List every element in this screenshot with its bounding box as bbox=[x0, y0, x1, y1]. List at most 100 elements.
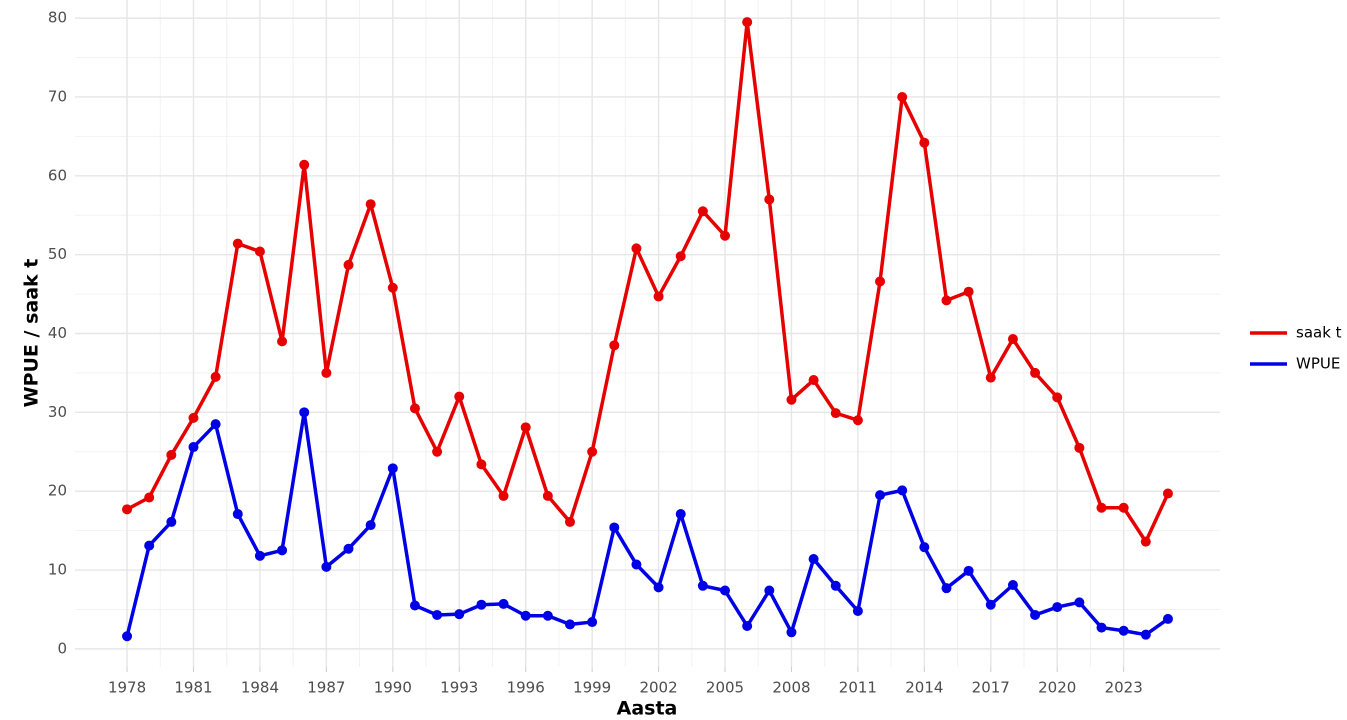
data-point bbox=[365, 520, 376, 531]
data-point bbox=[786, 394, 797, 405]
data-point bbox=[587, 617, 598, 628]
data-point bbox=[1096, 622, 1107, 633]
data-point bbox=[1007, 334, 1018, 345]
x-tick-label: 2002 bbox=[639, 679, 677, 697]
y-tick-label: 0 bbox=[57, 639, 67, 657]
data-point bbox=[897, 485, 908, 496]
data-point bbox=[188, 412, 199, 423]
data-point bbox=[254, 550, 265, 561]
x-tick-label: 1984 bbox=[241, 679, 279, 697]
data-point bbox=[675, 251, 686, 262]
y-tick-label: 60 bbox=[48, 166, 67, 184]
data-point bbox=[697, 206, 708, 217]
data-point bbox=[166, 516, 177, 527]
data-point bbox=[254, 246, 265, 257]
data-point bbox=[764, 194, 775, 205]
data-point bbox=[808, 375, 819, 386]
data-point bbox=[1007, 580, 1018, 591]
data-point bbox=[454, 609, 465, 620]
x-tick-label: 1993 bbox=[440, 679, 478, 697]
data-point bbox=[808, 553, 819, 564]
data-point bbox=[1052, 602, 1063, 613]
data-point bbox=[852, 606, 863, 617]
x-tick-label: 2014 bbox=[905, 679, 943, 697]
data-point bbox=[653, 291, 664, 302]
y-tick-label: 40 bbox=[48, 324, 67, 342]
data-point bbox=[564, 516, 575, 527]
y-axis-title: WPUE / saak t bbox=[21, 259, 43, 408]
y-tick-label: 30 bbox=[48, 403, 67, 421]
data-point bbox=[476, 459, 487, 470]
data-point bbox=[1162, 613, 1173, 624]
data-point bbox=[277, 336, 288, 347]
data-point bbox=[963, 286, 974, 297]
data-point bbox=[897, 91, 908, 102]
data-point bbox=[343, 543, 354, 554]
data-point bbox=[963, 565, 974, 576]
data-point bbox=[1118, 625, 1129, 636]
data-point bbox=[609, 340, 620, 351]
data-point bbox=[520, 610, 531, 621]
data-point bbox=[830, 408, 841, 419]
data-point bbox=[941, 295, 952, 306]
data-point bbox=[919, 542, 930, 553]
data-point bbox=[432, 609, 443, 620]
data-point bbox=[631, 243, 642, 254]
data-point bbox=[387, 282, 398, 293]
data-point bbox=[476, 599, 487, 610]
data-point bbox=[875, 490, 886, 501]
y-tick-label: 20 bbox=[48, 482, 67, 500]
data-point bbox=[210, 371, 221, 382]
y-tick-label: 70 bbox=[48, 87, 67, 105]
data-point bbox=[542, 490, 553, 501]
data-point bbox=[1074, 597, 1085, 608]
x-tick-label: 1981 bbox=[174, 679, 212, 697]
data-point bbox=[542, 610, 553, 621]
x-tick-label: 1999 bbox=[573, 679, 611, 697]
data-point bbox=[432, 446, 443, 457]
data-point bbox=[387, 463, 398, 474]
x-tick-label: 2005 bbox=[706, 679, 744, 697]
data-point bbox=[1096, 502, 1107, 513]
data-point bbox=[299, 407, 310, 418]
data-point bbox=[343, 259, 354, 270]
data-point bbox=[1030, 609, 1041, 620]
data-point bbox=[188, 442, 199, 453]
data-point bbox=[564, 619, 575, 630]
data-point bbox=[1118, 502, 1129, 513]
data-point bbox=[1162, 488, 1173, 499]
data-point bbox=[764, 585, 775, 596]
data-point bbox=[786, 627, 797, 638]
data-point bbox=[232, 509, 243, 520]
x-tick-label: 2008 bbox=[772, 679, 810, 697]
data-point bbox=[1140, 536, 1151, 547]
data-point bbox=[631, 559, 642, 570]
data-point bbox=[675, 509, 686, 520]
series-line bbox=[125, 410, 1169, 637]
data-point bbox=[697, 580, 708, 591]
data-point bbox=[122, 631, 133, 642]
data-point bbox=[742, 621, 753, 632]
legend-label: WPUE bbox=[1296, 355, 1340, 373]
data-point bbox=[409, 600, 420, 611]
data-point bbox=[498, 598, 509, 609]
y-tick-label: 50 bbox=[48, 245, 67, 263]
data-point bbox=[321, 367, 332, 378]
y-tick-label: 80 bbox=[48, 9, 67, 27]
x-tick-label: 1987 bbox=[307, 679, 345, 697]
data-point bbox=[144, 492, 155, 503]
data-point bbox=[653, 582, 664, 593]
data-point bbox=[919, 137, 930, 148]
data-point bbox=[210, 419, 221, 430]
data-point bbox=[122, 504, 133, 515]
data-point bbox=[852, 415, 863, 426]
data-point bbox=[830, 580, 841, 591]
data-point bbox=[277, 545, 288, 556]
data-point bbox=[144, 540, 155, 551]
data-point bbox=[520, 422, 531, 433]
data-point bbox=[1074, 442, 1085, 453]
data-point bbox=[454, 391, 465, 402]
data-point bbox=[1140, 629, 1151, 640]
series-line bbox=[126, 20, 1170, 544]
